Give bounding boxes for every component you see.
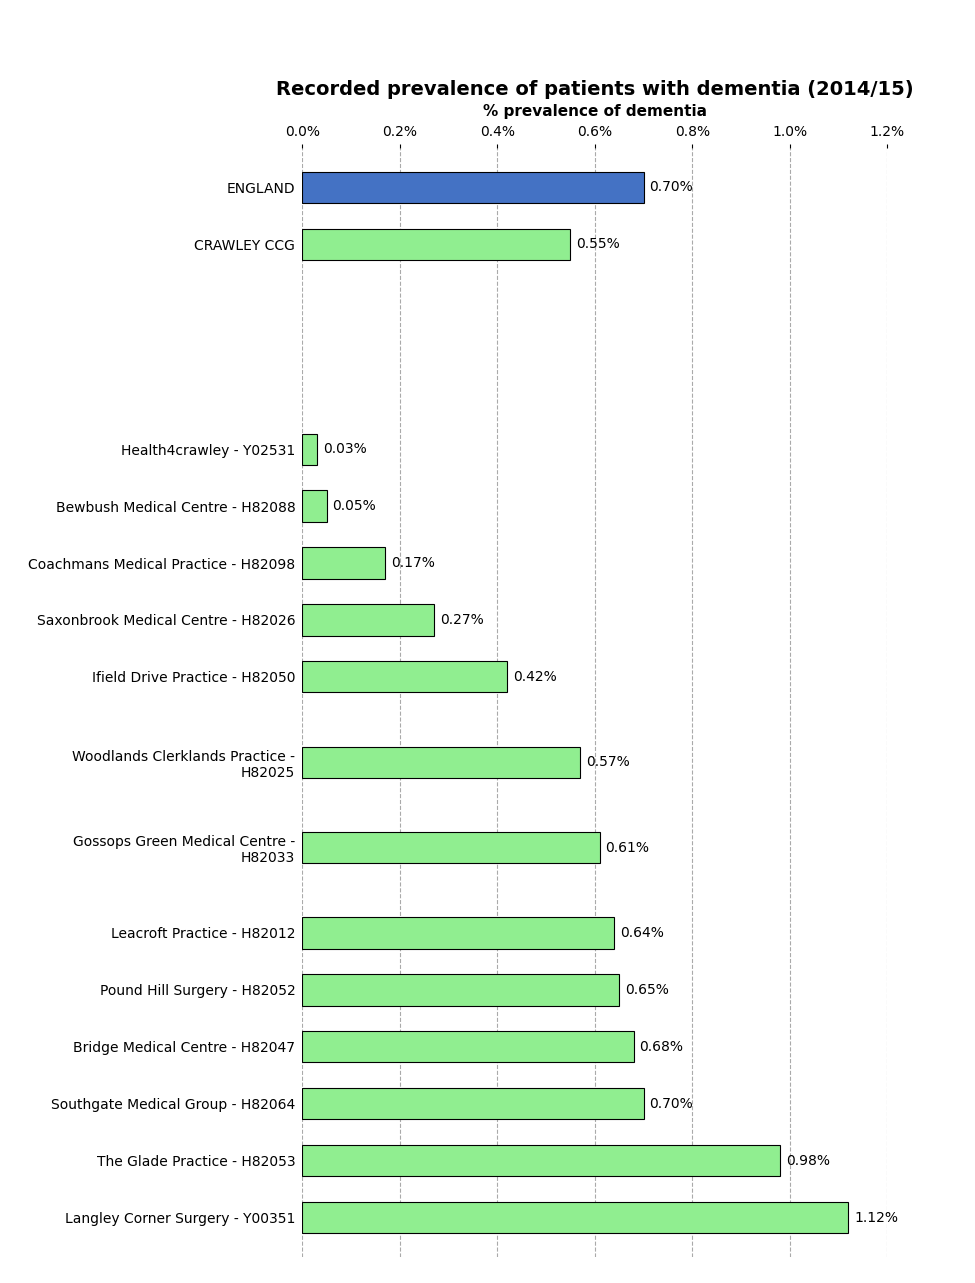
Bar bbox=[302, 1202, 848, 1233]
Text: 0.98%: 0.98% bbox=[786, 1153, 830, 1168]
Bar bbox=[302, 974, 619, 1006]
Bar bbox=[302, 228, 570, 260]
Text: 0.57%: 0.57% bbox=[586, 756, 630, 770]
Bar bbox=[302, 172, 644, 203]
Text: 0.68%: 0.68% bbox=[640, 1039, 683, 1053]
Bar bbox=[302, 917, 614, 948]
X-axis label: % prevalence of dementia: % prevalence of dementia bbox=[483, 104, 707, 119]
Bar bbox=[302, 831, 600, 863]
Title: Recorded prevalence of patients with dementia (2014/15): Recorded prevalence of patients with dem… bbox=[276, 80, 914, 99]
Text: 0.70%: 0.70% bbox=[649, 181, 693, 195]
Text: 0.64%: 0.64% bbox=[620, 926, 664, 940]
Text: 0.42%: 0.42% bbox=[513, 670, 557, 684]
Bar bbox=[302, 604, 434, 635]
Text: 0.55%: 0.55% bbox=[576, 237, 620, 251]
Bar bbox=[302, 661, 507, 693]
Text: 0.65%: 0.65% bbox=[625, 983, 669, 997]
Bar bbox=[302, 434, 317, 464]
Text: 0.70%: 0.70% bbox=[649, 1097, 693, 1111]
Bar bbox=[302, 1032, 634, 1062]
Bar bbox=[302, 1144, 780, 1177]
Text: 1.12%: 1.12% bbox=[854, 1210, 898, 1224]
Bar bbox=[302, 548, 385, 579]
Text: 0.03%: 0.03% bbox=[323, 443, 367, 457]
Text: 0.27%: 0.27% bbox=[440, 613, 484, 627]
Bar bbox=[302, 490, 327, 522]
Bar bbox=[302, 747, 580, 777]
Text: 0.61%: 0.61% bbox=[605, 840, 649, 854]
Text: 0.17%: 0.17% bbox=[391, 556, 435, 570]
Bar bbox=[302, 1088, 644, 1119]
Text: 0.05%: 0.05% bbox=[332, 499, 376, 513]
